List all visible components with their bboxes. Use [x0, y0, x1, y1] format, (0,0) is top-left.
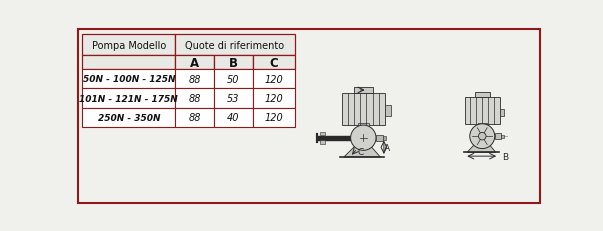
Bar — [478, 124, 487, 136]
Text: 120: 120 — [264, 113, 283, 123]
Text: 50N - 100N - 125N: 50N - 100N - 125N — [83, 75, 175, 84]
Bar — [214, 89, 253, 108]
Bar — [320, 132, 325, 136]
Text: 120: 120 — [264, 74, 283, 85]
Bar — [253, 89, 295, 108]
Text: 101N - 121N - 175N: 101N - 121N - 175N — [80, 94, 178, 103]
Bar — [214, 70, 253, 89]
Text: 40: 40 — [227, 113, 240, 123]
Bar — [253, 56, 295, 70]
Bar — [475, 93, 490, 98]
Circle shape — [350, 126, 376, 151]
Text: 120: 120 — [264, 94, 283, 104]
Text: Quote di riferimento: Quote di riferimento — [186, 40, 285, 50]
Circle shape — [478, 133, 486, 140]
Bar — [175, 35, 295, 56]
Bar — [214, 108, 253, 127]
Bar — [83, 70, 175, 89]
Bar — [83, 56, 175, 70]
Text: B: B — [502, 152, 508, 161]
Bar — [465, 98, 500, 125]
Bar — [83, 108, 175, 127]
Text: Pompa Modello: Pompa Modello — [92, 40, 166, 50]
Bar — [320, 140, 325, 144]
Bar — [175, 89, 214, 108]
Bar — [376, 135, 383, 141]
Text: 88: 88 — [189, 113, 201, 123]
Polygon shape — [344, 138, 380, 157]
Bar — [253, 108, 295, 127]
Text: 53: 53 — [227, 94, 240, 104]
Text: 50: 50 — [227, 74, 240, 85]
Text: C: C — [270, 57, 278, 70]
Text: B: B — [229, 57, 238, 70]
Bar — [385, 106, 391, 116]
Text: A: A — [190, 57, 199, 70]
Bar — [354, 87, 373, 94]
Bar — [175, 56, 214, 70]
Bar — [358, 124, 369, 137]
Bar — [501, 135, 505, 138]
Polygon shape — [467, 137, 496, 153]
Bar — [175, 108, 214, 127]
Bar — [83, 35, 175, 56]
Text: 88: 88 — [189, 94, 201, 104]
Text: 88: 88 — [189, 74, 201, 85]
Bar — [83, 89, 175, 108]
Bar — [383, 136, 386, 140]
Bar — [214, 56, 253, 70]
Bar — [175, 70, 214, 89]
Circle shape — [470, 124, 494, 149]
Bar — [494, 134, 501, 139]
Text: C: C — [358, 147, 364, 156]
Bar — [500, 109, 504, 117]
Bar — [341, 94, 385, 125]
Text: A: A — [384, 143, 390, 152]
Text: 250N - 350N: 250N - 350N — [98, 113, 160, 122]
Bar — [253, 70, 295, 89]
